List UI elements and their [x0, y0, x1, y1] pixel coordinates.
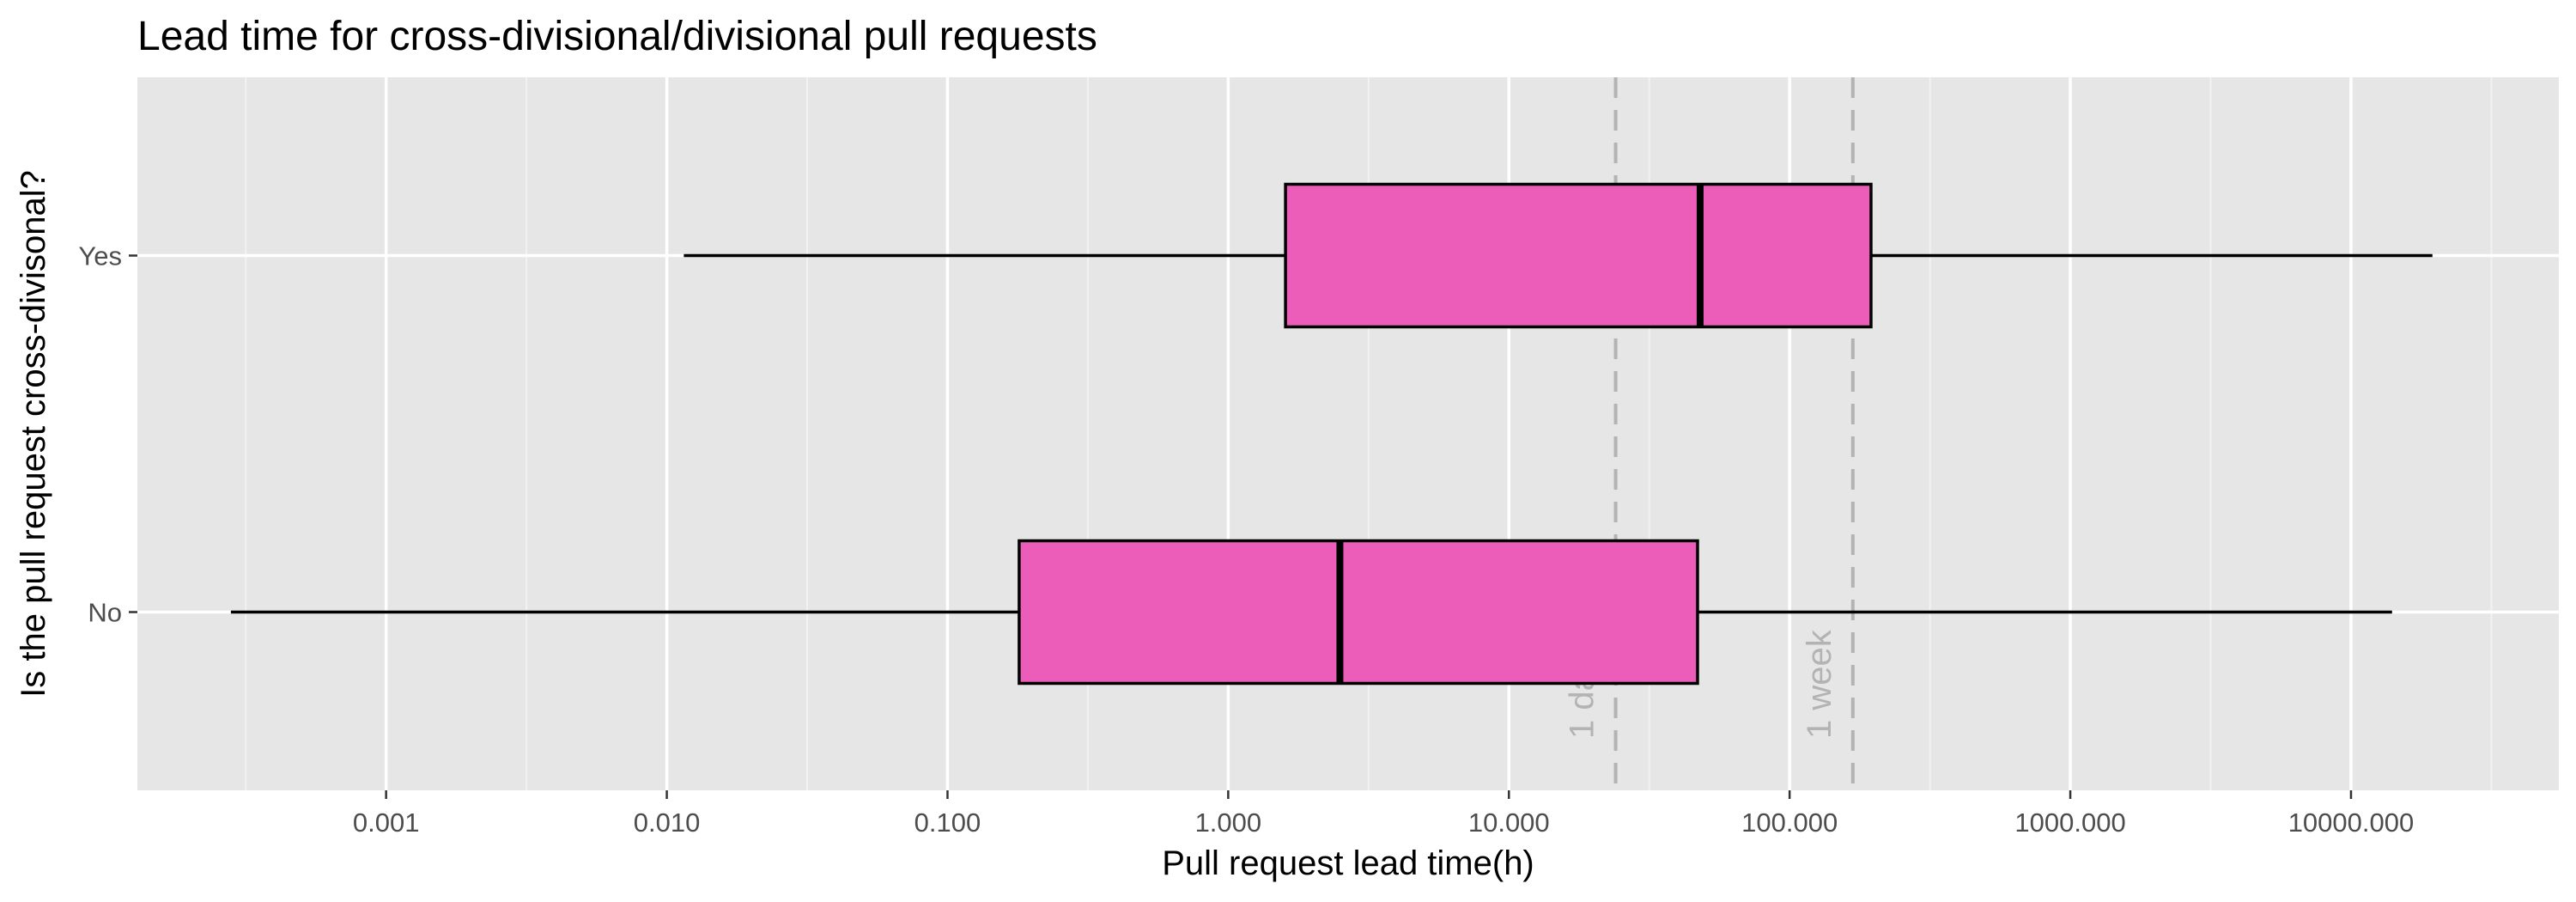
x-tick-label: 1000.000 [2014, 808, 2125, 838]
x-axis-title: Pull request lead time(h) [1162, 844, 1534, 882]
boxes [230, 182, 2433, 686]
x-tick-label: 0.100 [914, 808, 981, 838]
y-tick-label: No [88, 598, 122, 628]
chart-title: Lead time for cross-divisional/divisiona… [137, 14, 1097, 59]
x-tick-label: 0.001 [353, 808, 420, 838]
x-tick-label: 100.000 [1741, 808, 1838, 838]
axis-ticks: 0.001 0.010 0.100 1.000 10.000 100.000 1000.00… [78, 241, 2414, 838]
x-tick-label: 1.000 [1195, 808, 1262, 838]
box-iqr [1284, 182, 1873, 329]
reference-line-label: 1 week [1801, 629, 1838, 739]
box-iqr [1018, 539, 1699, 686]
x-tick-label: 0.010 [634, 808, 701, 838]
y-tick-label: Yes [78, 241, 122, 271]
x-tick-label: 10000.000 [2288, 808, 2415, 838]
y-axis-title: Is the pull request cross-divisonal? [15, 170, 52, 698]
x-tick-label: 10.000 [1468, 808, 1550, 838]
minor-gridlines [245, 77, 2493, 790]
